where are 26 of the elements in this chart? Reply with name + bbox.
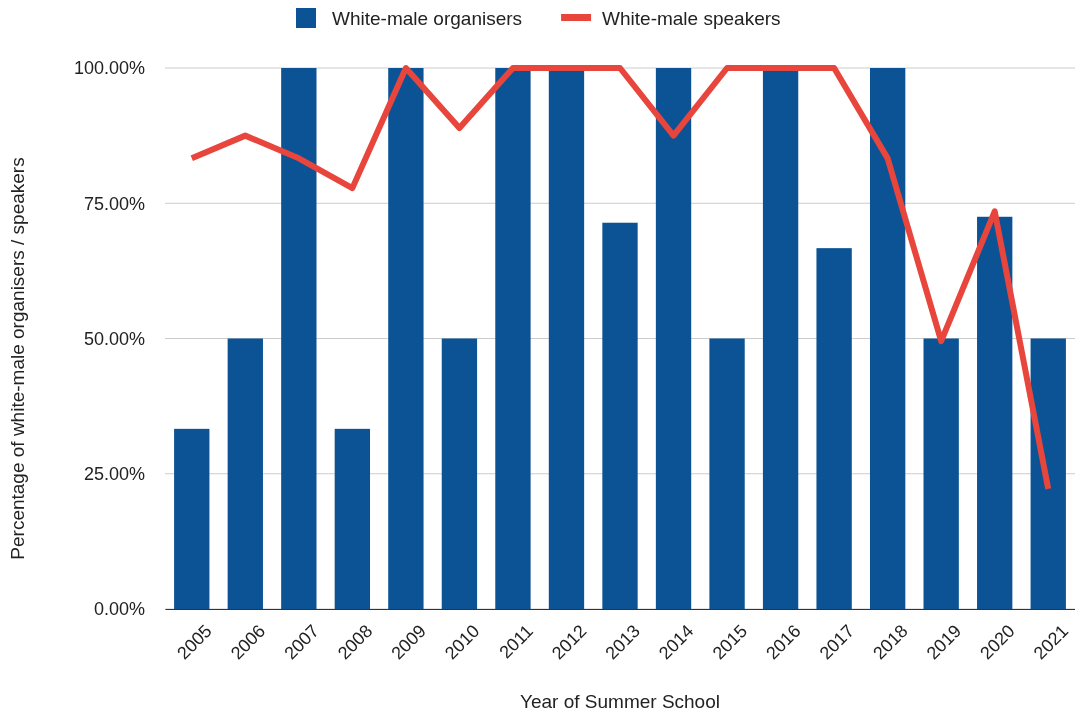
bar <box>227 338 263 609</box>
bar <box>174 428 210 609</box>
bar <box>977 216 1013 609</box>
bar <box>602 222 638 609</box>
legend-label: White-male speakers <box>602 8 781 29</box>
bar <box>816 248 852 609</box>
bar <box>548 68 585 609</box>
bar <box>709 338 745 609</box>
bar <box>334 428 371 609</box>
bar <box>762 68 799 609</box>
bar <box>388 68 424 609</box>
bar <box>1030 338 1066 609</box>
bar <box>281 68 317 609</box>
bar <box>869 68 906 609</box>
legend-label: White-male organisers <box>332 8 523 29</box>
y-tick-label: 100.00% <box>73 58 145 79</box>
bar <box>655 68 692 609</box>
bar <box>495 68 531 609</box>
y-axis-title: Percentage of white-male organisers / speakers <box>7 157 28 560</box>
y-tick-label: 25.00% <box>83 464 145 485</box>
y-tick-label: 50.00% <box>83 328 145 349</box>
x-axis-title: Year of Summer School <box>520 691 720 711</box>
y-tick-label: 75.00% <box>83 193 145 214</box>
bar <box>923 338 959 609</box>
y-tick-label: 0.00% <box>93 599 145 620</box>
bar <box>441 338 478 609</box>
